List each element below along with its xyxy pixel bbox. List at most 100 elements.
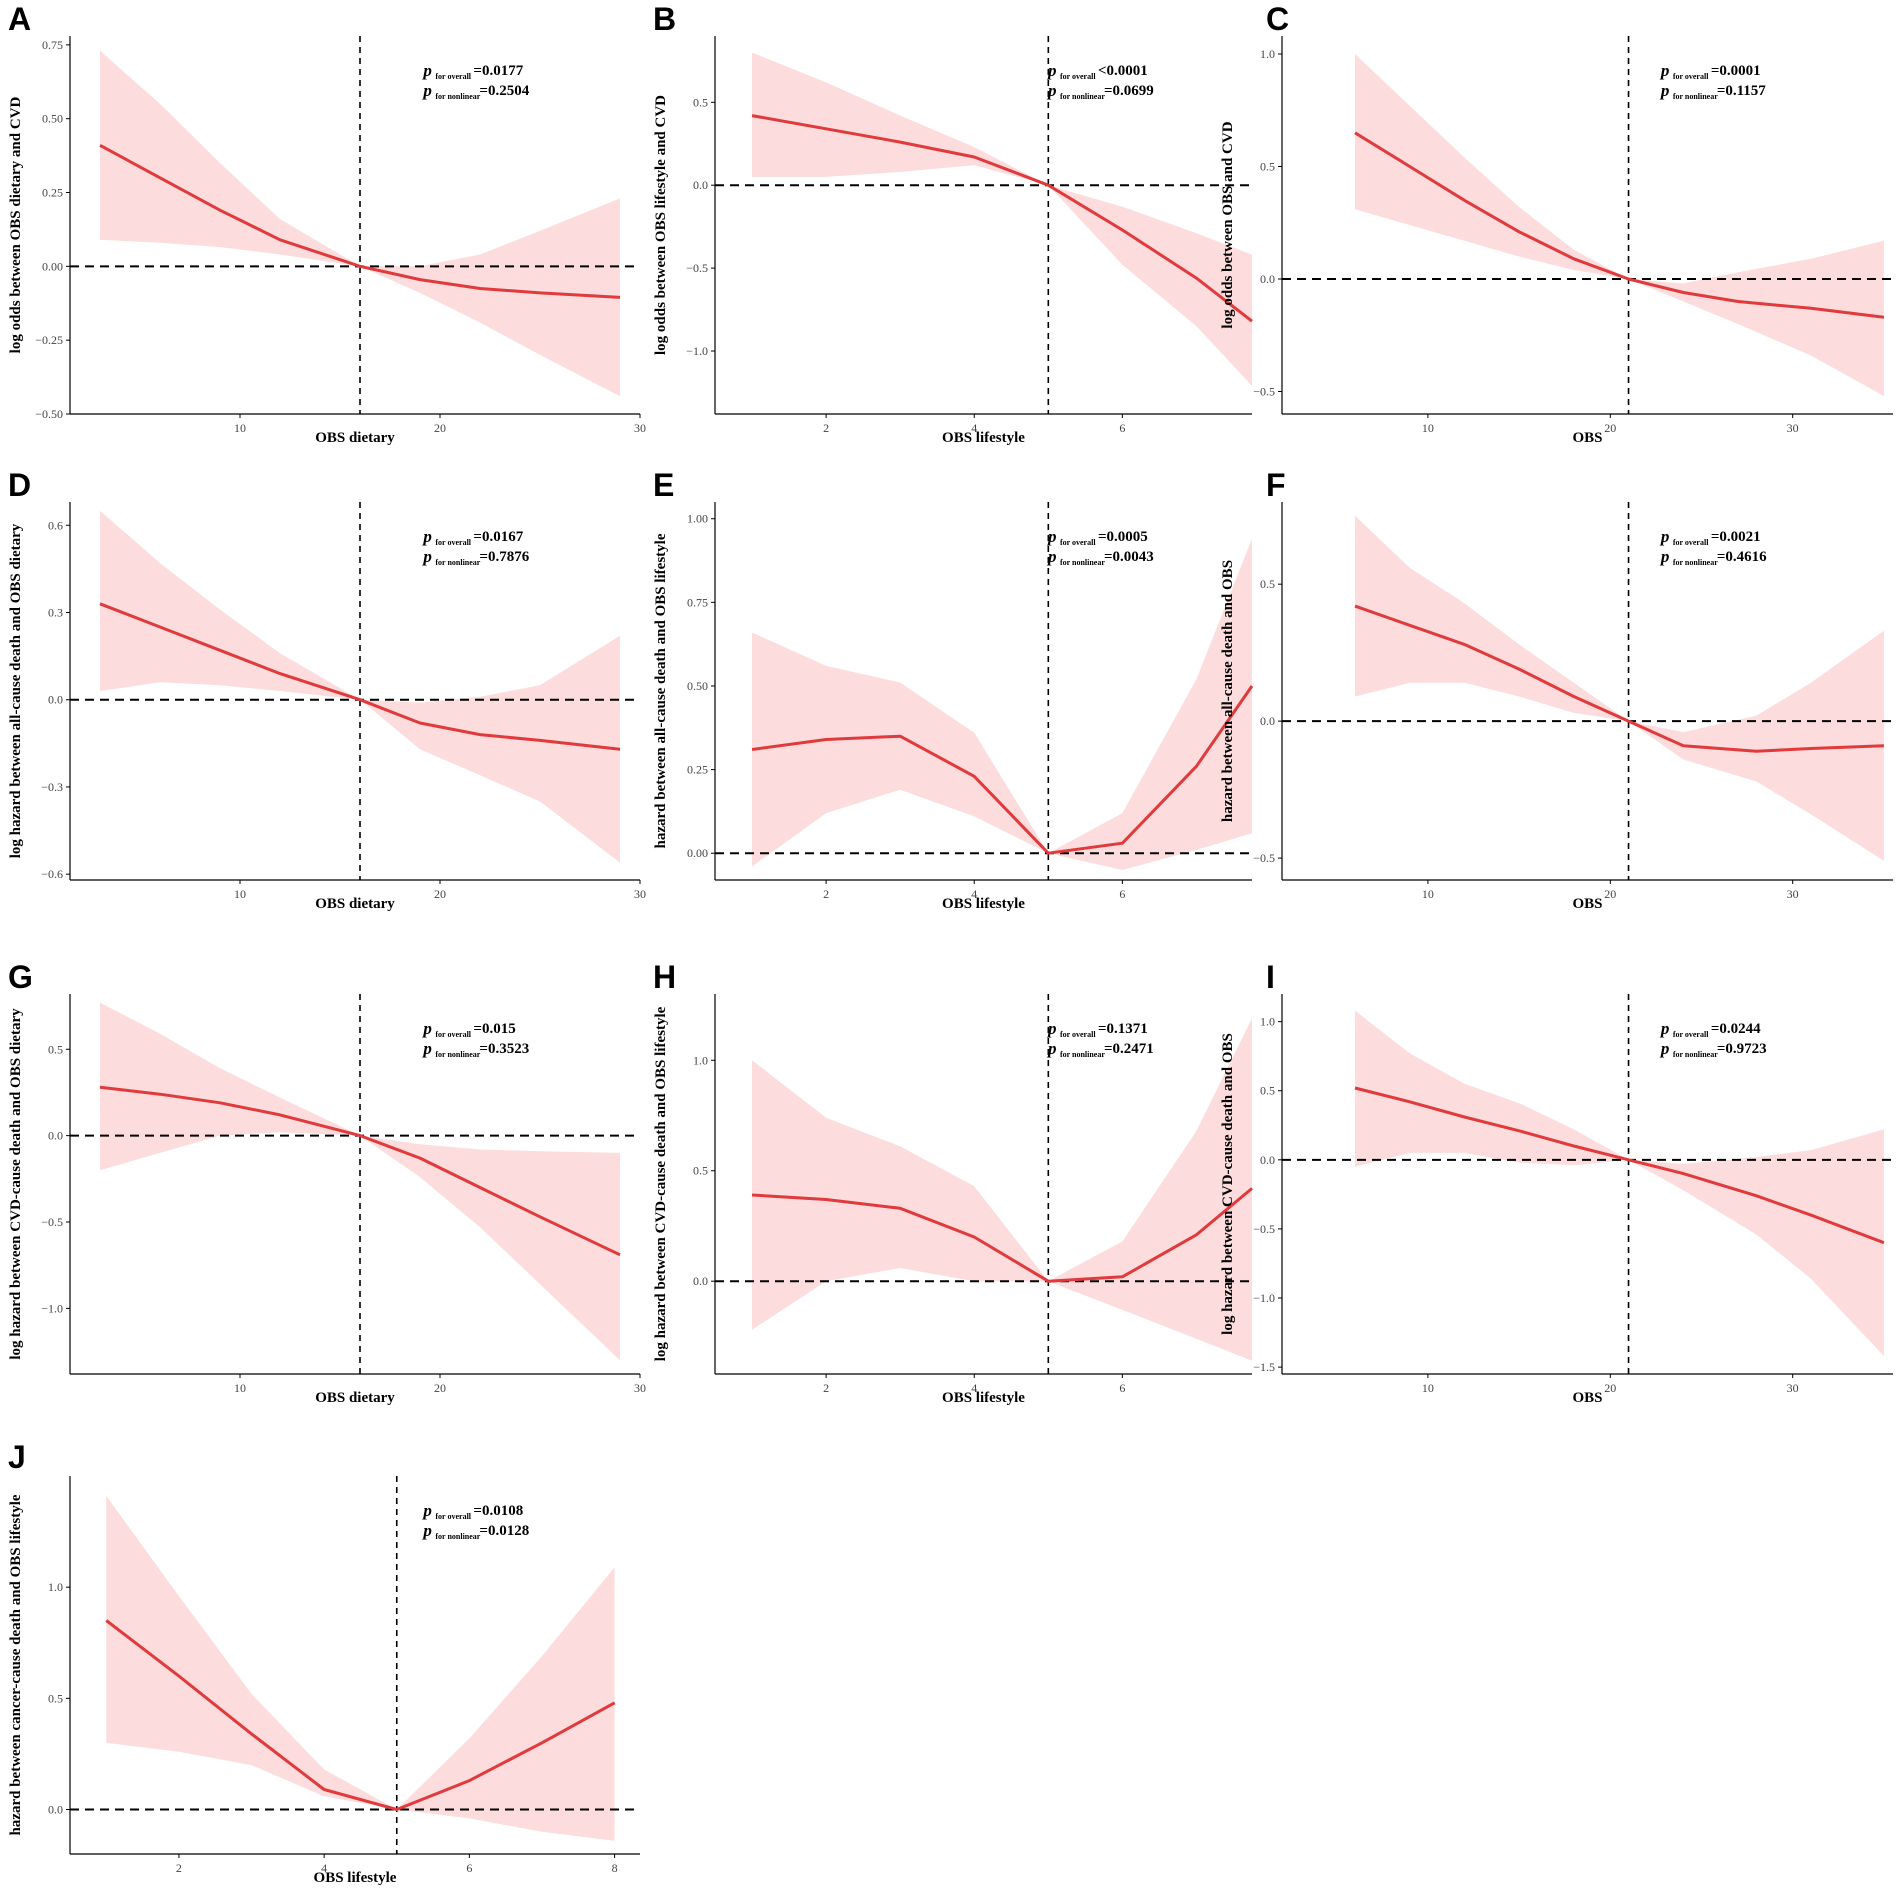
x-tick-label: 4: [971, 887, 977, 901]
x-tick-label: 2: [176, 1861, 182, 1875]
y-tick-label: −1.0: [686, 344, 708, 358]
y-tick-label: −0.5: [41, 1215, 63, 1229]
p-nonlinear-label: for nonlinear: [1060, 558, 1105, 567]
p-nonlinear-value: =0.0699: [1104, 83, 1154, 99]
p-overall-label: for overall: [1673, 72, 1709, 81]
y-axis-title: hazard between all-cause death and OBS: [1220, 560, 1236, 822]
y-tick-label: −0.6: [41, 867, 63, 881]
panel-e: E 0.00 0.25 0.50 0.75 1.00 2 4 6 OBS lifestyle haz…: [653, 467, 1254, 912]
p-nonlinear-value: =0.9723: [1717, 1041, 1767, 1057]
p-overall-value: =0.0001: [1711, 63, 1761, 79]
y-tick-label: 0.75: [687, 595, 708, 609]
y-tick-label: −0.25: [35, 333, 63, 347]
panel-d: D −0.6 −0.3 0.0 0.3 0.6 10 20 30 OBS dietary log h…: [8, 467, 646, 912]
estimate-line: [99, 602, 621, 751]
p-nonlinear-value: =0.4616: [1717, 549, 1767, 565]
y-axis-title: log hazard between all-cause death and O…: [8, 523, 24, 858]
p-overall-label: for overall: [435, 538, 471, 547]
p-overall-label: for overall: [1673, 538, 1709, 547]
p-overall-value: =0.1371: [1098, 1021, 1148, 1037]
y-tick-label: 1.0: [1260, 47, 1275, 61]
p-nonlinear-value: =0.0043: [1104, 549, 1154, 565]
x-tick-label: 30: [634, 1381, 646, 1395]
x-tick-label: 30: [634, 887, 646, 901]
p-overall-symbol: p: [1046, 61, 1057, 80]
estimate-line: [751, 685, 1254, 855]
x-tick-label: 2: [823, 421, 829, 435]
y-tick-label: 0.0: [48, 1803, 63, 1817]
panel-letter: E: [653, 467, 674, 503]
x-tick-label: 10: [1422, 421, 1434, 435]
panel-letter: B: [653, 1, 676, 37]
y-tick-label: 0.5: [693, 1164, 708, 1178]
confidence-band: [752, 52, 1252, 386]
y-tick-label: −1.0: [1253, 1291, 1275, 1305]
p-nonlinear-symbol: p: [1659, 81, 1670, 100]
p-overall-label: for overall: [1060, 538, 1096, 547]
p-nonlinear-symbol: p: [1046, 547, 1057, 566]
y-tick-label: 0.00: [42, 259, 63, 273]
p-nonlinear-value: =0.7876: [479, 549, 529, 565]
p-nonlinear-symbol: p: [421, 1521, 432, 1540]
confidence-band: [100, 50, 620, 397]
x-axis-title: OBS dietary: [315, 896, 395, 912]
x-tick-label: 10: [234, 887, 246, 901]
x-tick-label: 20: [1604, 421, 1616, 435]
estimate-line: [751, 1187, 1253, 1283]
p-overall-symbol: p: [421, 1019, 432, 1038]
p-overall-symbol: p: [421, 61, 432, 80]
x-tick-label: 2: [823, 887, 829, 901]
x-tick-label: 30: [1787, 1381, 1799, 1395]
p-overall-value: =0.0108: [473, 1503, 523, 1519]
x-tick-label: 20: [434, 1381, 446, 1395]
p-overall-symbol: p: [1659, 527, 1670, 546]
y-tick-label: 0.5: [1260, 160, 1275, 174]
x-tick-label: 6: [466, 1861, 472, 1875]
x-axis-title: OBS lifestyle: [942, 430, 1025, 446]
confidence-band: [106, 1496, 615, 1841]
panel-c: C −0.5 0.0 0.5 1.0 10 20 30 OBS log odds between …: [1220, 1, 1893, 446]
confidence-band: [1355, 515, 1884, 861]
x-tick-label: 2: [823, 1381, 829, 1395]
p-nonlinear-value: =0.3523: [479, 1041, 529, 1057]
p-overall-symbol: p: [1046, 1019, 1057, 1038]
y-tick-label: 0.50: [687, 679, 708, 693]
y-tick-label: 0.5: [48, 1691, 63, 1705]
y-tick-label: 1.0: [693, 1053, 708, 1067]
p-nonlinear-label: for nonlinear: [435, 92, 480, 101]
panel-letter: A: [8, 1, 31, 37]
p-nonlinear-label: for nonlinear: [1060, 1050, 1105, 1059]
estimate-line: [1354, 131, 1885, 319]
p-overall-symbol: p: [1046, 527, 1057, 546]
estimate-line: [99, 1085, 621, 1257]
x-axis-title: OBS: [1572, 896, 1602, 912]
x-tick-label: 20: [434, 421, 446, 435]
x-tick-label: 20: [434, 887, 446, 901]
y-tick-label: 0.5: [1260, 1084, 1275, 1098]
y-tick-label: 0.0: [693, 178, 708, 192]
confidence-band: [752, 1018, 1252, 1361]
x-tick-label: 10: [1422, 1381, 1434, 1395]
x-tick-label: 10: [1422, 887, 1434, 901]
y-tick-label: 0.50: [42, 112, 63, 126]
p-nonlinear-value: =0.2504: [479, 83, 529, 99]
y-tick-label: −0.5: [1253, 1222, 1275, 1236]
y-tick-label: −0.50: [35, 407, 63, 421]
panel-letter: H: [653, 959, 676, 995]
p-overall-symbol: p: [421, 1501, 432, 1520]
estimate-line: [751, 114, 1253, 323]
p-nonlinear-symbol: p: [421, 1039, 432, 1058]
y-tick-label: 0.5: [1260, 577, 1275, 591]
x-axis-title: OBS: [1572, 430, 1602, 446]
panel-letter: I: [1266, 959, 1275, 995]
y-tick-label: −0.5: [686, 261, 708, 275]
panel-letter: D: [8, 467, 31, 503]
x-tick-label: 20: [1604, 887, 1616, 901]
p-nonlinear-label: for nonlinear: [435, 558, 480, 567]
y-tick-label: 0.5: [693, 95, 708, 109]
panel-b: B −1.0 −0.5 0.0 0.5 2 4 6 OBS lifestyle log odds …: [653, 1, 1253, 446]
y-tick-label: 1.00: [687, 512, 708, 526]
p-overall-label: for overall: [435, 1512, 471, 1521]
confidence-band: [1355, 1010, 1884, 1356]
